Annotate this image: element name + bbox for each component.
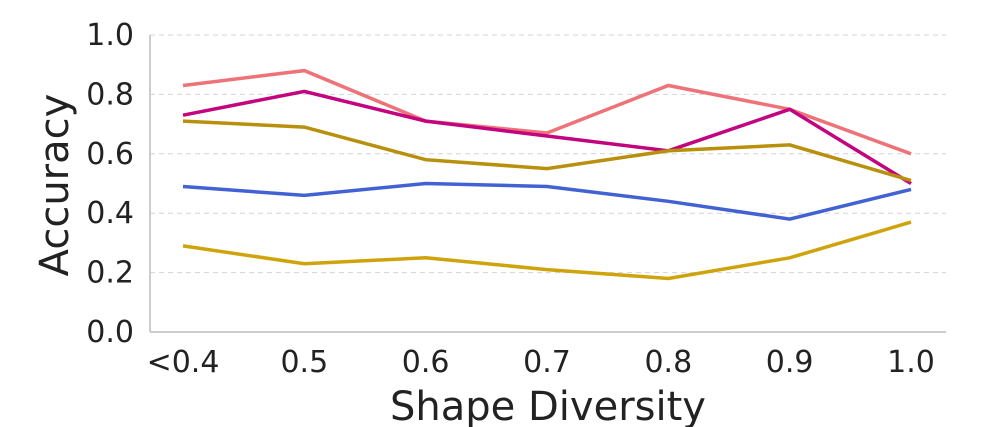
series-line-5 bbox=[182, 220, 912, 281]
series-line-1 bbox=[182, 68, 912, 156]
series-line-2 bbox=[182, 89, 912, 185]
series-lines bbox=[182, 68, 912, 281]
y-tick-label: 0.6 bbox=[86, 137, 134, 172]
gridlines bbox=[150, 34, 946, 274]
x-tick-label: 0.8 bbox=[644, 345, 692, 380]
x-tick-label: 0.6 bbox=[402, 345, 450, 380]
y-tick-label: 1.0 bbox=[86, 18, 134, 53]
axes bbox=[149, 35, 946, 333]
x-tick-labels: <0.4 0.5 0.6 0.7 0.8 0.9 1.0 bbox=[147, 345, 935, 380]
x-tick-label: 1.0 bbox=[887, 345, 935, 380]
x-tick-label: <0.4 bbox=[147, 345, 220, 380]
series-line-4 bbox=[182, 181, 912, 221]
y-axis-title: Accuracy bbox=[32, 94, 78, 277]
y-tick-label: 0.4 bbox=[86, 196, 134, 231]
series-line-3 bbox=[182, 119, 912, 183]
x-axis-title: Shape Diversity bbox=[390, 384, 706, 427]
y-tick-label: 0.8 bbox=[86, 77, 134, 112]
x-tick-label: 0.9 bbox=[766, 345, 814, 380]
x-tick-label: 0.5 bbox=[280, 345, 328, 380]
x-tick-label: 0.7 bbox=[523, 345, 571, 380]
y-tick-labels: 0.0 0.2 0.4 0.6 0.8 1.0 bbox=[86, 18, 134, 350]
y-tick-label: 0.2 bbox=[86, 256, 134, 291]
y-tick-label: 0.0 bbox=[86, 315, 134, 350]
